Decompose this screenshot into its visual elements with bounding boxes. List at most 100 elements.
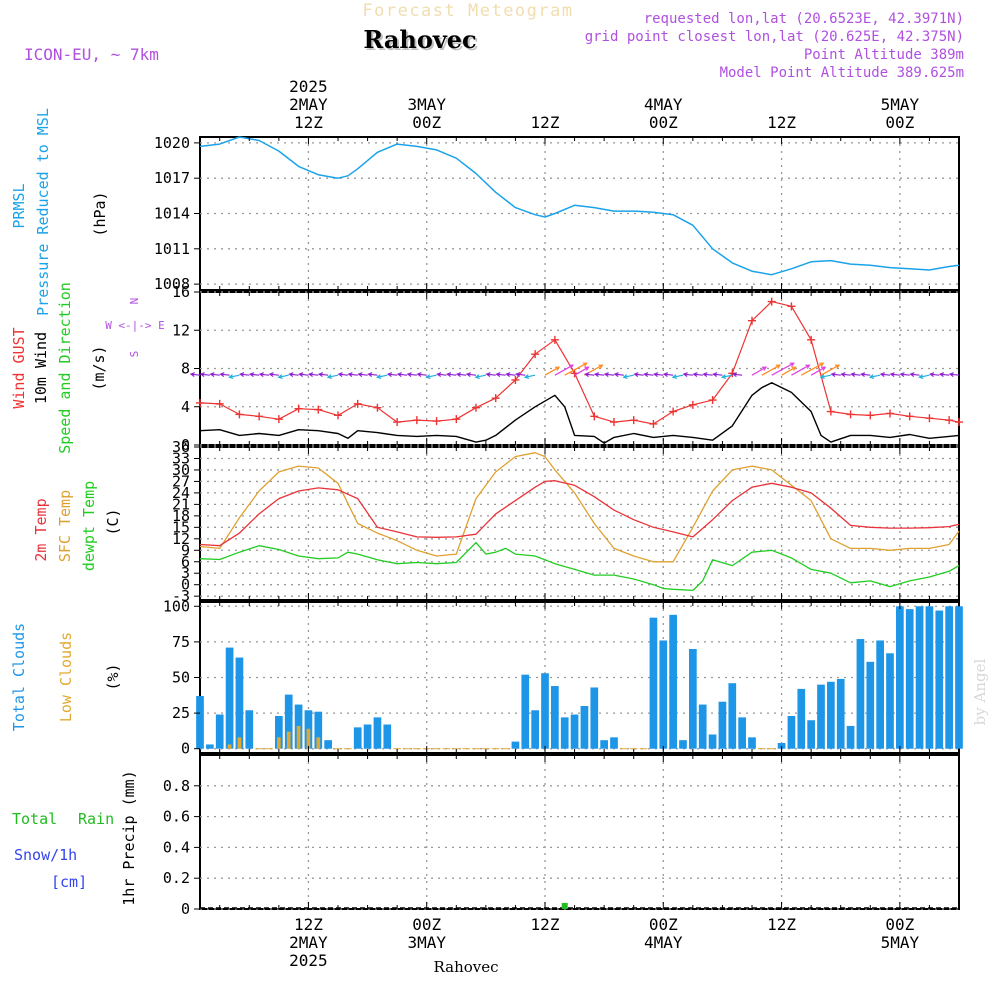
gust-marker	[925, 414, 934, 423]
total-cloud-bar	[886, 653, 894, 749]
wind-arrow-head	[761, 366, 768, 371]
compass-we: W <-|-> E	[105, 319, 165, 332]
temperature-y-tick-label: -3	[172, 587, 190, 605]
top-time-label: 5MAY	[881, 95, 920, 114]
total-cloud-bar	[215, 714, 224, 749]
wind-arrow	[338, 373, 348, 376]
wind-arrow	[388, 373, 398, 376]
total-cloud-bar	[856, 639, 865, 749]
gust-marker	[452, 415, 461, 424]
wind-arrow	[654, 373, 664, 376]
gust-marker	[955, 418, 963, 427]
gust-marker	[886, 409, 894, 418]
temperature-panel	[199, 452, 960, 592]
total-cloud-bar	[649, 617, 658, 749]
wind-arrow-head	[396, 372, 402, 377]
total-cloud-bar	[787, 715, 796, 749]
wind-arrow-head	[326, 374, 332, 379]
wind-arrow-head	[495, 372, 501, 377]
wind-arrow-head	[918, 374, 924, 379]
info-line-gridpoint: grid point closest lon,lat (20.625E, 42.…	[585, 29, 964, 45]
gridlines	[200, 137, 959, 910]
wind-arrow-head	[554, 366, 561, 371]
total-cloud-bar	[896, 606, 904, 749]
total-cloud-bar	[196, 696, 204, 749]
compass-s: S	[128, 351, 141, 358]
total-cloud-bar	[206, 744, 214, 749]
wind-arrow	[466, 373, 477, 376]
total-cloud-bar	[570, 714, 579, 749]
gust-marker	[669, 407, 678, 416]
cloud-unit: (%)	[104, 663, 122, 690]
pressure-y-tick-label: 1011	[154, 240, 190, 258]
pressure-panel	[199, 136, 960, 276]
total-cloud-bar	[876, 640, 884, 749]
wind-arrow-head	[821, 366, 827, 371]
wind-arrow-head	[228, 374, 234, 379]
gust-marker	[945, 416, 954, 425]
total-cloud-bar	[748, 737, 756, 749]
bottom-time-label: 3MAY	[407, 933, 446, 952]
wind-arrow-head	[317, 372, 324, 377]
wind-arrow	[623, 374, 634, 378]
temperature-y-tick-label: 0	[181, 576, 190, 594]
wind-arrow	[820, 374, 831, 378]
precip-y-tick-label: 0	[181, 900, 190, 918]
clouds-panel	[196, 606, 963, 750]
temperature-y-tick-label: 15	[172, 518, 190, 536]
wind-arrow	[220, 373, 230, 376]
bottom-time-label: 2025	[289, 951, 328, 970]
wind10m-line	[199, 382, 960, 444]
total-cloud-bar	[738, 717, 746, 749]
precip-y-tick-label: 0.6	[163, 808, 190, 826]
wind-arrow-head	[308, 372, 314, 377]
model-label: ICON-EU, ~ 7km	[24, 45, 159, 64]
wind-speed-dir-label: Speed and Direction	[56, 282, 74, 454]
wind-unit: (m/s)	[90, 345, 108, 390]
compass-n: N	[128, 298, 141, 305]
wind-arrow	[644, 373, 654, 376]
wind-arrow	[407, 373, 417, 376]
gust-marker	[787, 302, 796, 311]
wind-arrow	[880, 373, 891, 376]
wind-arrow	[525, 374, 536, 378]
top-time-label: 3MAY	[407, 95, 446, 114]
wind-arrow	[870, 374, 881, 378]
wind-y-tick-label: 12	[172, 321, 190, 339]
low-clouds-label: Low Clouds	[57, 632, 75, 722]
wind-arrow-head	[948, 372, 954, 377]
gust-marker	[472, 403, 480, 412]
wind-arrow-head	[789, 362, 795, 367]
wind-arrow-head	[622, 374, 628, 379]
wind-arrow	[190, 373, 201, 376]
wind-arrow-head	[584, 366, 590, 371]
pressure-label-2: Pressure Reduced to MSL	[34, 108, 52, 316]
wind-arrow	[377, 374, 388, 378]
wind-arrow-head	[248, 372, 255, 377]
bottom-time-label: 2MAY	[289, 933, 328, 952]
gust-marker	[196, 398, 204, 407]
wind-arrow-head	[337, 372, 343, 377]
wind-arrow	[733, 373, 743, 376]
clouds-y-tick-label: 25	[172, 704, 190, 722]
wind-arrow-head	[889, 372, 895, 377]
low-cloud-bar	[296, 725, 301, 749]
precip-y-tick-label: 0.2	[163, 869, 190, 887]
t2m-label: 2m Temp	[32, 498, 50, 561]
total-cloud-bar	[531, 710, 539, 749]
total-cloud-bar	[817, 684, 825, 749]
wind-arrow-head	[791, 366, 797, 371]
wind-arrow	[200, 373, 210, 376]
total-cloud-bar	[679, 740, 687, 749]
wind-arrow-head	[692, 372, 698, 377]
wind-arrow-head	[515, 372, 521, 377]
total-cloud-bar	[225, 647, 234, 749]
total-cloud-bar	[245, 710, 254, 749]
wind-arrow-head	[819, 362, 825, 367]
total-cloud-bar	[560, 717, 569, 749]
wind-arrow	[703, 373, 713, 376]
wind-arrow-head	[298, 372, 304, 377]
wind-arrow	[861, 373, 871, 376]
page-title: Rahovec	[365, 27, 478, 56]
wind-arrow	[890, 373, 900, 376]
